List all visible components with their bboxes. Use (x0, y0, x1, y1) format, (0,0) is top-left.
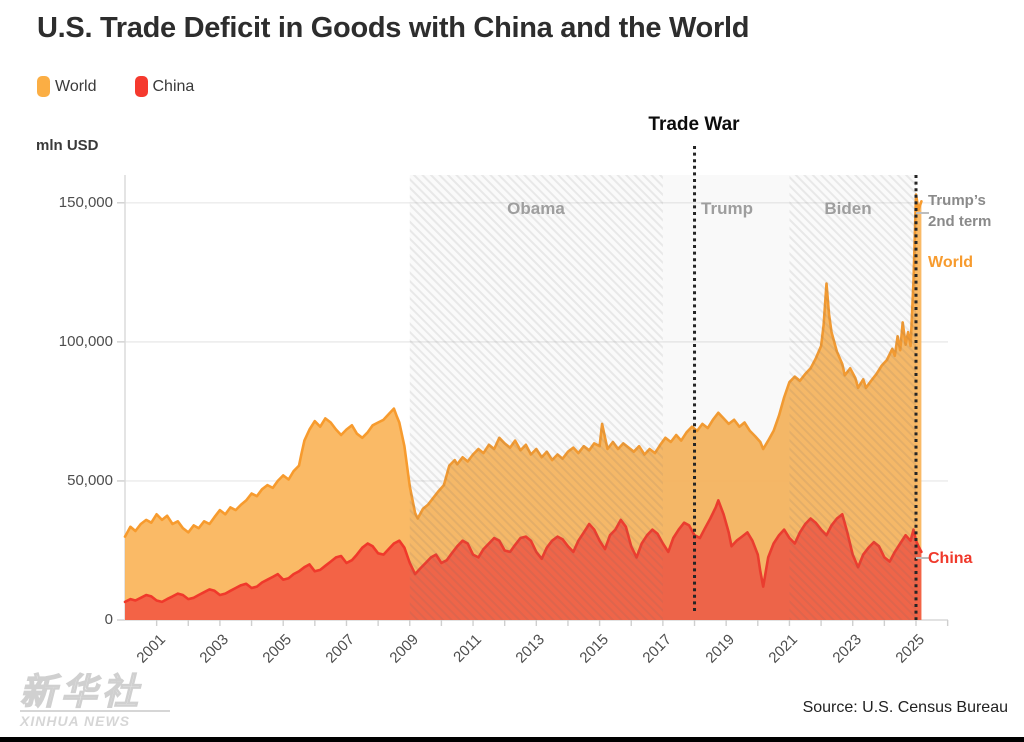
y-axis-tick-label: 0 (104, 611, 113, 628)
legend-item-china: China (134, 76, 195, 97)
legend-label-world: World (55, 77, 97, 95)
china-series-end-label: China (928, 550, 973, 567)
legend: World China (37, 76, 194, 97)
y-axis-unit-label: mln USD (36, 137, 99, 154)
world-series-end-label: World (928, 254, 974, 271)
trump-2nd-term-annotation: Trump’s 2nd term (928, 192, 992, 230)
bottom-border-bar (0, 737, 1024, 742)
region-label-trump: Trump (701, 199, 753, 218)
legend-item-world: World (37, 76, 97, 97)
y-axis-tick-label: 150,000 (58, 193, 113, 211)
region-label-obama: Obama (507, 199, 565, 218)
china-swatch-icon (134, 76, 148, 97)
legend-label-china: China (152, 77, 195, 95)
region-label-biden: Biden (824, 199, 872, 218)
xinhua-logo-cn: 新华社 (19, 671, 144, 712)
page-title: U.S. Trade Deficit in Goods with China a… (37, 12, 750, 44)
xinhua-watermark: 新华社 XINHUA NEWS (19, 671, 170, 729)
y-axis-tick-label: 50,000 (67, 471, 113, 489)
source-credit: Source: U.S. Census Bureau (802, 699, 1008, 716)
trade-war-annotation: Trade War (648, 114, 740, 135)
xinhua-logo-en: XINHUA NEWS (20, 709, 170, 729)
y-axis-tick-label: 100,000 (58, 332, 113, 350)
world-swatch-icon (37, 76, 50, 97)
